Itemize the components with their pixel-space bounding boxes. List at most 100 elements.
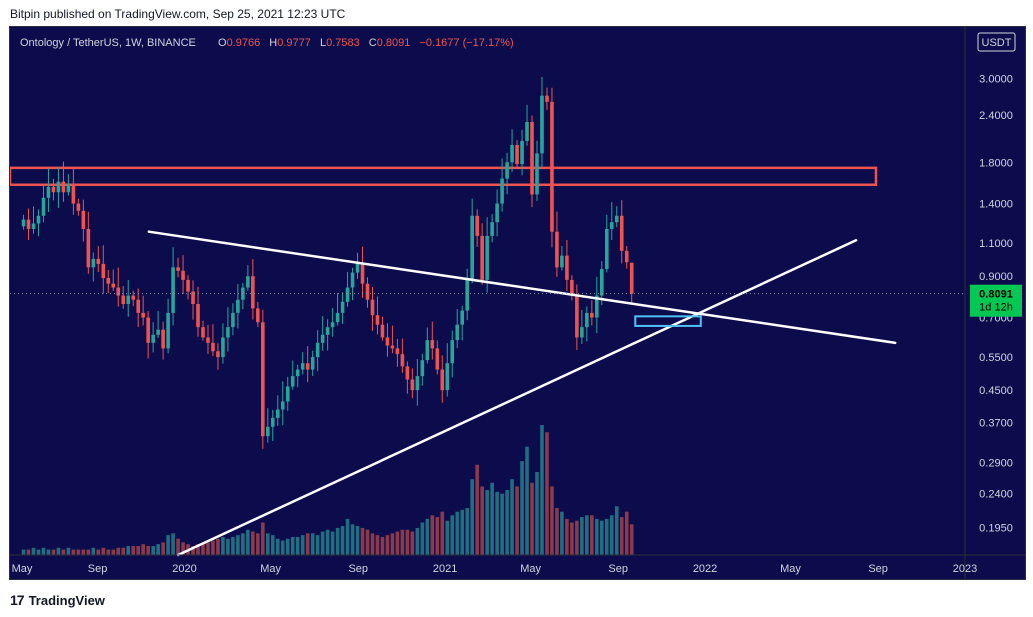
volume-bar <box>340 526 345 555</box>
time-tick-label: Sep <box>868 563 888 575</box>
legend-high: 0.9777 <box>277 37 311 49</box>
candle-body <box>585 312 589 328</box>
price-tick-label: 1.4000 <box>979 199 1013 211</box>
candle-body <box>390 345 395 349</box>
legend-open-label: O <box>218 37 227 49</box>
last-price-label: 0.8091 <box>979 289 1013 301</box>
candle-body <box>315 342 320 358</box>
candle-body <box>575 295 579 338</box>
volume-bar <box>425 518 430 555</box>
volume-bar <box>570 522 574 555</box>
volume-bar <box>370 533 375 555</box>
candle-body <box>136 299 140 313</box>
candle-body <box>61 181 66 193</box>
candle-body <box>171 267 175 313</box>
volume-bar <box>420 522 425 555</box>
price-tick-label: 0.2900 <box>979 457 1013 469</box>
candle-body <box>535 153 539 195</box>
candle-body <box>191 291 195 304</box>
candle-body <box>41 197 46 216</box>
candle-body <box>624 250 629 263</box>
candle-body <box>500 178 504 204</box>
volume-bar <box>161 542 165 555</box>
volume-bar <box>216 538 220 555</box>
candle-body <box>116 287 121 296</box>
candle-body <box>415 376 420 391</box>
candle-body <box>181 270 185 280</box>
candle-body <box>485 235 489 280</box>
volume-bar <box>71 549 76 555</box>
volume-bar <box>435 517 440 555</box>
candle-body <box>430 340 435 349</box>
volume-bar <box>31 547 36 555</box>
candle-body <box>455 324 460 341</box>
volume-bar <box>266 533 270 555</box>
legend-symbol: Ontology / TetherUS, 1W, BINANCE <box>20 37 196 49</box>
volume-bar <box>221 536 225 555</box>
volume-bar <box>26 549 31 555</box>
candle-body <box>280 401 285 410</box>
candle-body <box>325 327 330 335</box>
volume-bar <box>126 545 131 555</box>
legend-close: 0.8091 <box>377 37 411 49</box>
candle-body <box>530 122 534 195</box>
volume-bar <box>350 524 355 555</box>
candle-body <box>36 215 41 224</box>
chart-panel[interactable]: 3.0000 2.4000 1.8000 1.4000 1.1000 0.9000 0.70… <box>9 26 1026 580</box>
volume-bar <box>609 515 614 555</box>
volume-bar <box>540 425 544 555</box>
volume-bar <box>231 536 235 555</box>
candle-body <box>340 301 345 313</box>
volume-bar <box>181 542 185 555</box>
candle-body <box>445 363 450 391</box>
volume-bar <box>475 464 479 555</box>
volume-bar <box>490 482 494 555</box>
volume-bar <box>211 540 215 555</box>
candle-body <box>520 140 524 165</box>
legend-open: 0.9766 <box>227 37 261 49</box>
time-tick-label: May <box>520 563 541 575</box>
volume-bar <box>335 527 340 555</box>
volume-bar <box>470 479 474 555</box>
candle-body <box>266 426 270 437</box>
candle-body <box>91 258 96 268</box>
candle-body <box>131 295 136 300</box>
candle-body <box>450 340 455 364</box>
volume-bar <box>545 432 549 555</box>
candle-body <box>71 183 76 204</box>
candle-body <box>380 324 385 338</box>
candle-body <box>560 255 564 268</box>
candle-body <box>300 363 305 370</box>
time-tick-label: Sep <box>88 563 108 575</box>
candle-body <box>211 342 215 352</box>
candle-body <box>81 210 86 229</box>
candle-body <box>101 263 106 279</box>
volume-bar <box>320 531 325 555</box>
volume-bar <box>300 535 305 555</box>
candle-body <box>86 228 91 268</box>
candle-body <box>31 223 36 229</box>
volume-bar <box>614 506 619 555</box>
price-chart[interactable]: 3.00002.40001.80001.40001.10000.90000.70… <box>10 27 1026 580</box>
candle-body <box>310 357 315 370</box>
volume-bar <box>555 508 559 555</box>
candle-body <box>51 186 56 193</box>
candle-body <box>201 327 205 338</box>
volume-bar <box>585 515 589 555</box>
candle-body <box>460 310 465 325</box>
currency-label: USDT <box>982 37 1012 49</box>
candle-body <box>76 203 81 211</box>
candle-body <box>66 183 71 193</box>
tradingview-logo[interactable]: 17 TradingView <box>10 592 105 608</box>
candle-body <box>405 366 410 380</box>
volume-bar <box>131 545 136 555</box>
volume-bar <box>395 531 400 555</box>
volume-bar <box>380 536 385 555</box>
candle-body <box>275 409 280 418</box>
candle-body <box>166 312 170 349</box>
volume-bar <box>440 511 445 555</box>
volume-bar <box>619 517 624 555</box>
candle-body <box>410 379 415 391</box>
price-tick-label: 2.4000 <box>979 110 1013 122</box>
volume-bar <box>66 547 71 555</box>
